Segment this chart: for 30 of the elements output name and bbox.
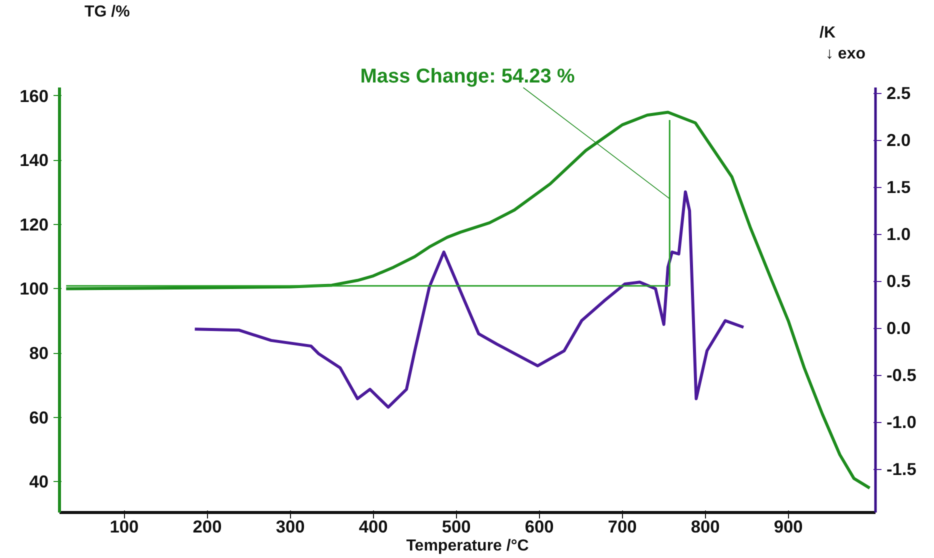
x-tick-label: 500 <box>442 516 471 536</box>
y-tick-label: 100 <box>20 278 49 299</box>
y2-tick-label: -1.0 <box>886 412 916 432</box>
y-tick-label: 140 <box>20 150 49 170</box>
x-tick-label: 300 <box>276 516 305 536</box>
y-tick-label: 80 <box>29 343 49 364</box>
x-axis-title: Temperature /°C <box>406 538 530 554</box>
y2-tick-label: 2.5 <box>886 83 911 104</box>
y-tick-label: 60 <box>29 407 49 428</box>
annotation: Mass Change: 54.23 % <box>360 66 575 88</box>
x-tick-label: 700 <box>608 516 637 536</box>
y2-tick-label: 1.5 <box>886 177 911 198</box>
y2-axis-title: /K <box>820 24 836 42</box>
y2-tick-label: 2.0 <box>886 130 911 150</box>
y-axis-title: TG /% <box>84 4 130 20</box>
x-tick-label: 200 <box>192 516 222 536</box>
text: ↓ exo <box>825 46 866 62</box>
y-tick-label: 120 <box>20 214 49 234</box>
y2-tick-label: -1.5 <box>886 459 917 480</box>
y2-tick-label: 1.0 <box>886 224 911 244</box>
y2-tick-label: -0.5 <box>886 365 917 386</box>
y-tick-label: 40 <box>29 472 49 492</box>
x-tick-label: 400 <box>358 516 388 536</box>
x-tick-label: 600 <box>524 516 554 536</box>
x-tick-label: 100 <box>110 516 139 536</box>
y-tick-label: 160 <box>20 86 49 106</box>
y2-tick-label: 0.5 <box>886 271 911 292</box>
x-tick-label: 900 <box>774 516 803 536</box>
y2-tick-label: 0.0 <box>886 318 911 338</box>
x-tick-label: 800 <box>690 516 720 536</box>
